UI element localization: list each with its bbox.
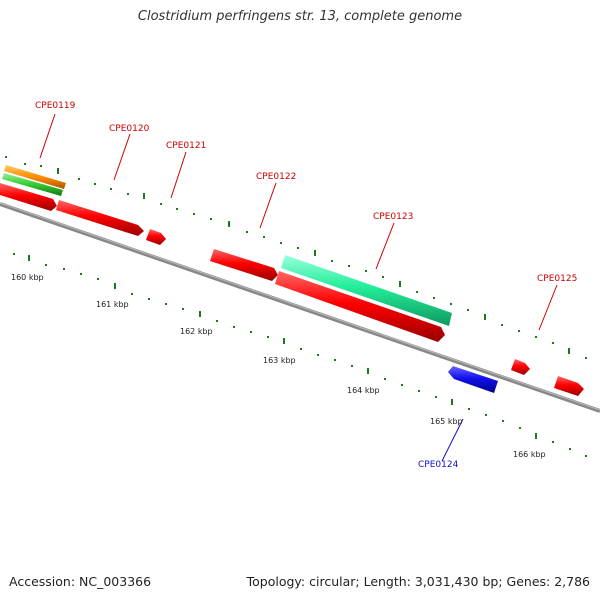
gene-cpe0123-teal xyxy=(281,255,452,326)
gene-label-cpe0125: CPE0125 xyxy=(537,274,577,284)
gene-cpe0123 xyxy=(275,271,445,342)
scale-label-166: 166 kbp xyxy=(513,450,546,459)
gene-label-cpe0122: CPE0122 xyxy=(256,172,296,182)
feature-green xyxy=(2,173,63,196)
scale-label-163: 163 kbp xyxy=(263,356,296,365)
summary-text: Topology: circular; Length: 3,031,430 bp… xyxy=(246,574,590,589)
gene-cpe0125-a xyxy=(511,359,530,375)
gene-cpe0119 xyxy=(0,183,57,211)
gene-label-cpe0123: CPE0123 xyxy=(373,212,413,222)
accession-text: Accession: NC_003366 xyxy=(9,574,152,589)
outer-tick-track xyxy=(5,156,587,359)
genome-backbone xyxy=(0,202,600,413)
gene-label-cpe0120: CPE0120 xyxy=(109,124,150,134)
gene-cpe0125-b xyxy=(554,376,584,396)
scale-label-165: 165 kbp xyxy=(430,417,463,426)
inner-scale-track xyxy=(13,253,587,457)
gene-cpe0122 xyxy=(210,249,278,281)
scale-label-161: 161 kbp xyxy=(96,300,129,309)
gene-cpe0124 xyxy=(448,366,498,393)
scale-label-162: 162 kbp xyxy=(180,327,213,336)
feature-orange xyxy=(4,165,66,189)
gene-label-cpe0121: CPE0121 xyxy=(166,141,206,151)
scale-label-164: 164 kbp xyxy=(347,386,380,395)
scale-label-160: 160 kbp xyxy=(11,273,44,282)
gene-cpe0120 xyxy=(56,200,144,236)
gene-label-cpe0119: CPE0119 xyxy=(35,101,76,111)
map-title: Clostridium perfringens str. 13, complet… xyxy=(137,9,463,24)
gene-label-cpe0124: CPE0124 xyxy=(418,460,459,470)
gene-cpe0121 xyxy=(146,229,166,245)
gene-label-leaders xyxy=(39,113,558,462)
